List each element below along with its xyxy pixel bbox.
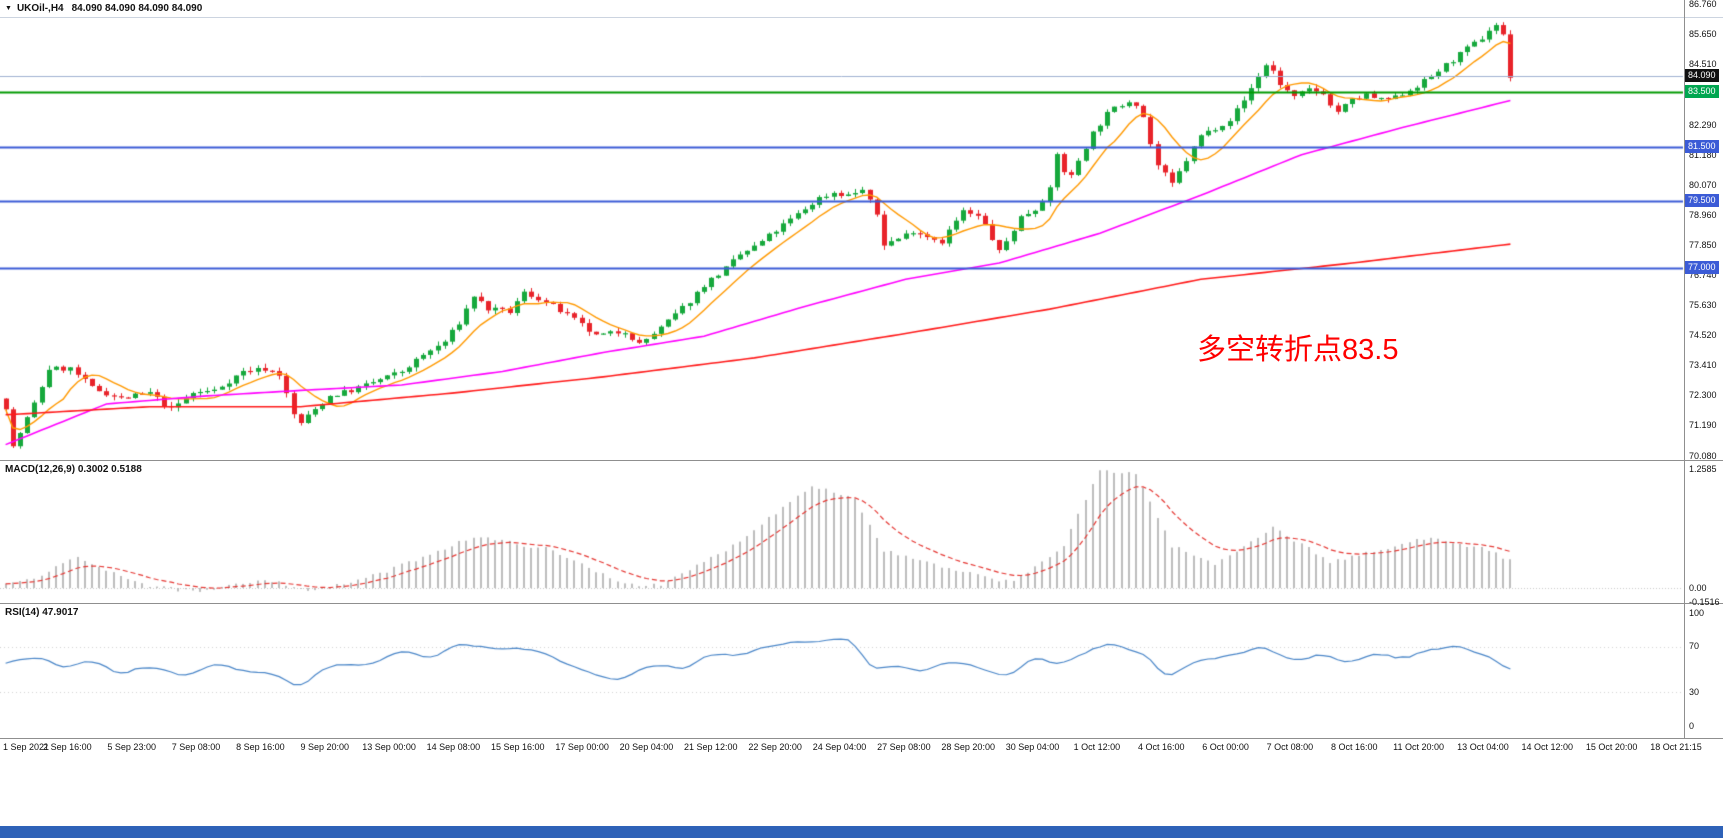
macd-values: 0.3002 0.5188	[77, 464, 142, 475]
macd-axis-label: 0.00	[1689, 582, 1707, 593]
symbol-dropdown-icon[interactable]: ▼	[5, 5, 12, 12]
price-axis-label: 84.510	[1689, 59, 1717, 70]
rsi-axis-label: 70	[1689, 641, 1700, 652]
price-axis-label: 70.080	[1689, 450, 1717, 461]
rsi-axis-label: 30	[1689, 686, 1700, 697]
time-axis-label: 11 Oct 20:00	[1393, 742, 1445, 752]
price-level-badge-pivot: 83.500	[1685, 85, 1719, 99]
annotation-text[interactable]: 多空转折点83.5	[1197, 334, 1399, 366]
panel-divider-macd-rsi[interactable]	[0, 603, 1723, 604]
price-axis-label: 76.740	[1689, 270, 1717, 281]
time-axis-label: 14 Sep 08:00	[426, 742, 481, 752]
time-axis-label: 5 Sep 23:00	[107, 742, 156, 752]
time-axis-label: 7 Oct 08:00	[1266, 742, 1314, 752]
time-axis-label: 6 Oct 00:00	[1202, 742, 1249, 752]
price-level-badge-support: 79.500	[1685, 193, 1719, 207]
price-axis-label: 81.180	[1689, 149, 1717, 160]
price-level-badge-support: 81.500	[1685, 139, 1719, 153]
time-axis-label: 21 Sep 12:00	[684, 742, 738, 752]
rsi-axis-label: 100	[1689, 607, 1705, 618]
macd-axis-label: 1.2585	[1689, 464, 1717, 475]
time-axis-label: 4 Oct 16:00	[1137, 742, 1185, 752]
price-axis-label: 72.300	[1689, 390, 1717, 401]
price-level-badge-support: 77.000	[1685, 261, 1719, 275]
price-axis-label: 77.850	[1689, 239, 1717, 250]
time-axis-label: 14 Oct 12:00	[1521, 742, 1574, 752]
rsi-axis-label: 0	[1689, 720, 1695, 731]
time-axis-label: 1 Sep 2021	[3, 742, 50, 752]
window-top-border	[0, 17, 1723, 18]
symbol-timeframe-label: UKOil-,H4	[16, 3, 64, 14]
bottom-scrollbar[interactable]	[0, 826, 1723, 838]
price-axis-label: 74.520	[1689, 330, 1717, 341]
price-axis-label: 82.290	[1689, 119, 1717, 130]
price-axis-separator	[1684, 0, 1685, 738]
time-axis-label: 8 Oct 16:00	[1331, 742, 1378, 752]
chart-title: ▼ UKOil-,H4 84.090 84.090 84.090 84.090	[5, 3, 202, 14]
rsi-name: RSI(14)	[5, 607, 40, 618]
time-axis-label: 9 Sep 20:00	[300, 742, 349, 752]
rsi-value: 47.9017	[42, 607, 79, 618]
time-axis-label: 15 Sep 16:00	[490, 742, 545, 752]
time-axis-label: 2 Sep 16:00	[43, 742, 92, 752]
price-level-badge-bid: 84.090	[1685, 69, 1719, 83]
price-axis-label: 73.410	[1689, 360, 1717, 371]
price-axis-label: 80.070	[1689, 179, 1717, 190]
time-axis-label: 28 Sep 20:00	[941, 742, 995, 752]
time-axis-label: 13 Sep 00:00	[362, 742, 416, 752]
time-axis-label: 20 Sep 04:00	[619, 742, 674, 752]
price-axis-label: 78.960	[1689, 209, 1717, 220]
time-axis-label: 27 Sep 08:00	[877, 742, 931, 752]
macd-indicator-label: MACD(12,26,9) 0.3002 0.5188	[5, 464, 142, 475]
time-axis-label: 24 Sep 04:00	[812, 742, 867, 752]
price-axis-label: 75.630	[1689, 300, 1717, 311]
time-axis-label: 18 Oct 21:15	[1650, 742, 1702, 752]
price-axis-label: 85.650	[1689, 28, 1717, 39]
panel-divider-rsi-timeaxis	[0, 738, 1723, 739]
price-axis-label: 86.760	[1689, 0, 1717, 9]
time-axis-label: 22 Sep 20:00	[748, 742, 802, 752]
panel-divider-main-macd[interactable]	[0, 460, 1723, 461]
time-axis-label: 13 Oct 04:00	[1457, 742, 1509, 752]
time-axis-label: 30 Sep 04:00	[1005, 742, 1060, 752]
time-axis-label: 8 Sep 16:00	[236, 742, 285, 752]
time-axis-label: 15 Oct 20:00	[1585, 742, 1638, 752]
ohlc-quotes: 84.090 84.090 84.090 84.090	[71, 3, 203, 14]
macd-axis-label: -0.1516	[1689, 596, 1720, 607]
time-axis-label: 1 Oct 12:00	[1073, 742, 1121, 752]
price-axis-label: 71.190	[1689, 420, 1717, 431]
time-axis-label: 7 Sep 08:00	[171, 742, 221, 752]
rsi-indicator-label: RSI(14) 47.9017	[5, 607, 78, 618]
macd-name: MACD(12,26,9)	[5, 464, 76, 475]
time-axis-label: 17 Sep 00:00	[555, 742, 609, 752]
